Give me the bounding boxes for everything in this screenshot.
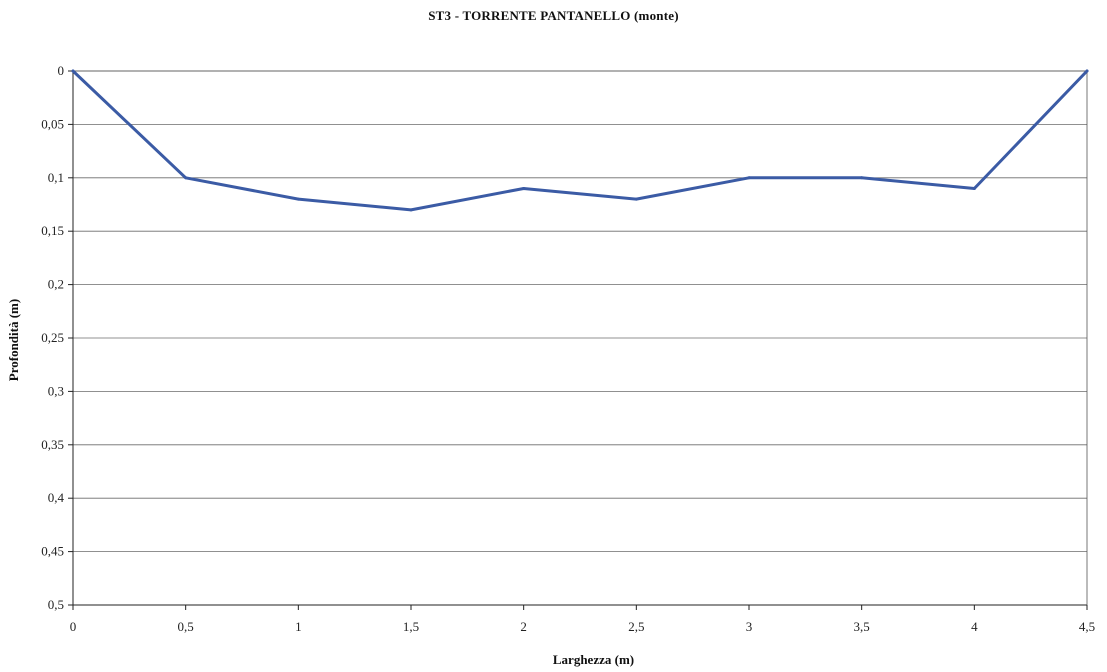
y-tick-label: 0,1 — [48, 170, 64, 185]
data-point — [296, 197, 300, 201]
data-point — [747, 176, 751, 180]
x-tick-label: 4 — [971, 619, 978, 634]
y-tick-label: 0 — [58, 63, 65, 78]
x-tick-label: 4,5 — [1079, 619, 1095, 634]
y-tick-label: 0,3 — [48, 383, 64, 398]
x-tick-label: 0 — [70, 619, 77, 634]
y-tick-label: 0,15 — [41, 223, 64, 238]
y-tick-label: 0,4 — [48, 490, 65, 505]
x-tick-label: 3 — [746, 619, 753, 634]
x-tick-label: 0,5 — [178, 619, 194, 634]
series-line — [71, 69, 1089, 212]
x-tick-label: 1 — [295, 619, 302, 634]
data-point — [860, 176, 864, 180]
x-axis-label: Larghezza (m) — [552, 652, 635, 667]
data-point — [634, 197, 638, 201]
y-tick-label: 0,45 — [41, 544, 64, 559]
y-tick-label: 0,2 — [48, 277, 64, 292]
x-tick-label: 2 — [520, 619, 527, 634]
data-point — [71, 69, 75, 73]
y-tick-label: 0,35 — [41, 437, 64, 452]
data-point — [184, 176, 188, 180]
x-tick-label: 3,5 — [854, 619, 870, 634]
chart-title: ST3 - TORRENTE PANTANELLO (monte) — [428, 8, 679, 23]
y-tick-label: 0,05 — [41, 116, 64, 131]
data-point — [522, 186, 526, 190]
data-point — [1085, 69, 1089, 73]
x-tick-label: 2,5 — [628, 619, 644, 634]
data-point — [409, 208, 413, 212]
x-tick-label: 1,5 — [403, 619, 419, 634]
data-point — [972, 186, 976, 190]
y-tick-label: 0,5 — [48, 597, 64, 612]
y-tick-label: 0,25 — [41, 330, 64, 345]
